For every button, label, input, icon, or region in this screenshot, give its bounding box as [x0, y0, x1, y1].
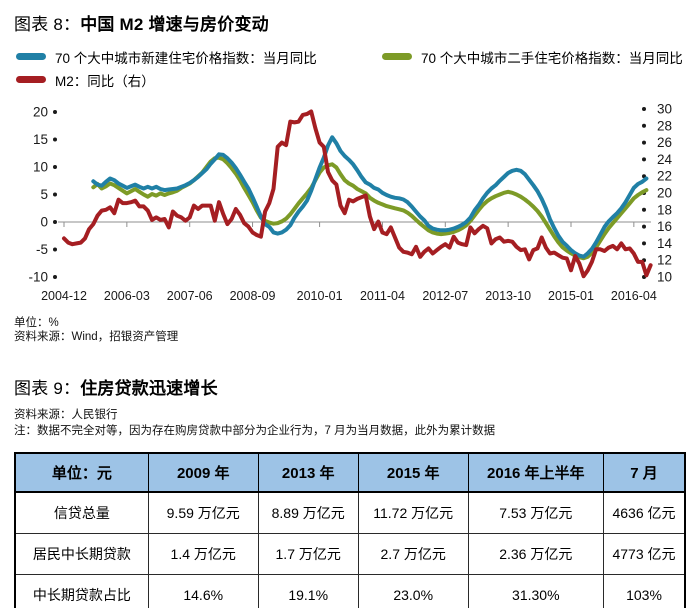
x-axis-label: 2012-07 [422, 289, 468, 303]
table-cell: 2.7 万亿元 [357, 533, 469, 575]
table-cell: 4636 亿元 [603, 491, 686, 534]
right-axis-label: 12 [657, 253, 672, 268]
right-axis-label: 30 [657, 102, 672, 117]
legend-item: M2：同比（右） [16, 70, 366, 90]
legend-item: 70 个大中城市二手住宅价格指数：当月同比 [382, 47, 683, 67]
table-cell: 7.53 万亿元 [467, 491, 605, 534]
table-cell: 2.36 万亿元 [467, 533, 605, 575]
right-axis-label: 16 [657, 219, 672, 234]
table-header-cell: 2013 年 [257, 452, 359, 493]
loan-table-body: 信贷总量 9.59 万亿元 8.89 万亿元 11.72 万亿元 7.53 万亿元 463… [14, 491, 686, 608]
table-header-cell: 单位：元 [14, 452, 149, 493]
table-cell: 103% [603, 574, 686, 608]
table-row: 中长期贷款占比 14.6% 19.1% 23.0% 31.30% 103% [14, 574, 686, 608]
fig8-unit-note: 单位：% [14, 317, 59, 329]
table-cell: 居民中长期贷款 [14, 533, 149, 575]
legend-row: 70 个大中城市新建住宅价格指数：当月同比 70 个大中城市二手住宅价格指数：当月… [16, 45, 700, 68]
series-line [91, 135, 649, 259]
left-axis-label: 10 [33, 160, 48, 175]
fig9-title: 图表 9：住房贷款迅速增长 [0, 344, 700, 400]
fig8-title-text: 中国 M2 增速与房价变动 [80, 15, 269, 34]
legend-label: 70 个大中城市新建住宅价格指数：当月同比 [55, 50, 317, 66]
table-row: 居民中长期贷款 1.4 万亿元 1.7 万亿元 2.7 万亿元 2.36 万亿元 4773… [14, 533, 686, 575]
table-cell: 1.4 万亿元 [147, 533, 259, 575]
fig9-data-note: 注：数据不完全对等，因为存在购房贷款中部分为企业行为，7 月为当月数据，此外为累… [14, 425, 496, 437]
loan-table: 单位：元 2009 年 2013 年 2015 年 2016 年上半年 7 月 信贷总量 9… [14, 452, 686, 608]
x-axis-label: 2006-03 [104, 289, 150, 303]
left-axis-label: -5 [36, 242, 48, 257]
right-axis-label: 22 [657, 169, 672, 184]
legend-label: M2：同比（右） [55, 73, 155, 89]
legend-swatch [16, 76, 46, 83]
legend-swatch [16, 53, 46, 60]
fig8-source-note: 资料来源：Wind，招银资产管理 [14, 331, 179, 343]
table-cell: 9.59 万亿元 [147, 491, 259, 534]
right-axis-label: 20 [657, 186, 672, 201]
right-axis-label: 18 [657, 202, 672, 217]
table-header-cell: 2009 年 [147, 452, 259, 493]
left-axis-label: 20 [33, 105, 48, 120]
series-line [62, 109, 653, 279]
x-axis-label: 2008-09 [230, 289, 276, 303]
legend-item: 70 个大中城市新建住宅价格指数：当月同比 [16, 47, 366, 67]
x-axis-label: 2015-01 [548, 289, 594, 303]
table-cell: 1.7 万亿元 [257, 533, 359, 575]
m2-housing-chart: 2004-12 2006-03 2007-06 2008-09 2010-01 2011-… [28, 102, 673, 304]
left-axis-label: 5 [40, 187, 48, 202]
legend-row: M2：同比（右） [16, 68, 700, 91]
left-axis-label: 15 [33, 132, 48, 147]
table-cell: 信贷总量 [14, 491, 149, 534]
table-cell: 中长期贷款占比 [14, 574, 149, 608]
fig9-label: 图表 9： [14, 379, 81, 398]
table-cell: 31.30% [467, 574, 605, 608]
x-axis-label: 2016-04 [611, 289, 657, 303]
table-cell: 14.6% [147, 574, 259, 608]
legend-label: 70 个大中城市二手住宅价格指数：当月同比 [421, 50, 683, 66]
table-row: 信贷总量 9.59 万亿元 8.89 万亿元 11.72 万亿元 7.53 万亿元 463… [14, 491, 686, 534]
legend-swatch [382, 53, 412, 60]
table-header-cell: 2015 年 [357, 452, 469, 493]
right-axis-label: 14 [657, 236, 673, 251]
left-axis-label: 0 [40, 215, 48, 230]
fig9-section: 图表 9：住房贷款迅速增长 资料来源：人民银行 注：数据不完全对等，因为存在购房… [0, 344, 700, 608]
table-cell: 23.0% [357, 574, 469, 608]
fig8-label: 图表 8： [14, 15, 81, 34]
table-cell: 4773 亿元 [603, 533, 686, 575]
fig8-title: 图表 8：中国 M2 增速与房价变动 [0, 0, 700, 36]
table-header-cell: 2016 年上半年 [467, 452, 605, 493]
left-axis-label: -10 [28, 270, 48, 285]
table-cell: 8.89 万亿元 [257, 491, 359, 534]
x-axis-label: 2010-01 [297, 289, 343, 303]
x-axis-label: 2007-06 [167, 289, 213, 303]
table-cell: 11.72 万亿元 [357, 491, 469, 534]
loan-table-head: 单位：元 2009 年 2013 年 2015 年 2016 年上半年 7 月 [14, 452, 686, 493]
x-axis-label: 2013-10 [485, 289, 531, 303]
table-header-row: 单位：元 2009 年 2013 年 2015 年 2016 年上半年 7 月 [14, 452, 686, 493]
fig9-source-note: 资料来源：人民银行 [14, 409, 118, 421]
table-cell: 19.1% [257, 574, 359, 608]
right-axis-label: 10 [657, 270, 672, 285]
right-axis-label: 28 [657, 118, 672, 133]
right-axis-label: 26 [657, 135, 672, 150]
table-header-cell: 7 月 [603, 452, 686, 493]
x-axis-label: 2004-12 [41, 289, 87, 303]
x-axis-label: 2011-04 [360, 289, 405, 303]
chart-legend: 70 个大中城市新建住宅价格指数：当月同比 70 个大中城市二手住宅价格指数：当月… [16, 45, 700, 91]
right-axis-label: 24 [657, 152, 673, 167]
fig9-title-text: 住房贷款迅速增长 [80, 379, 218, 398]
